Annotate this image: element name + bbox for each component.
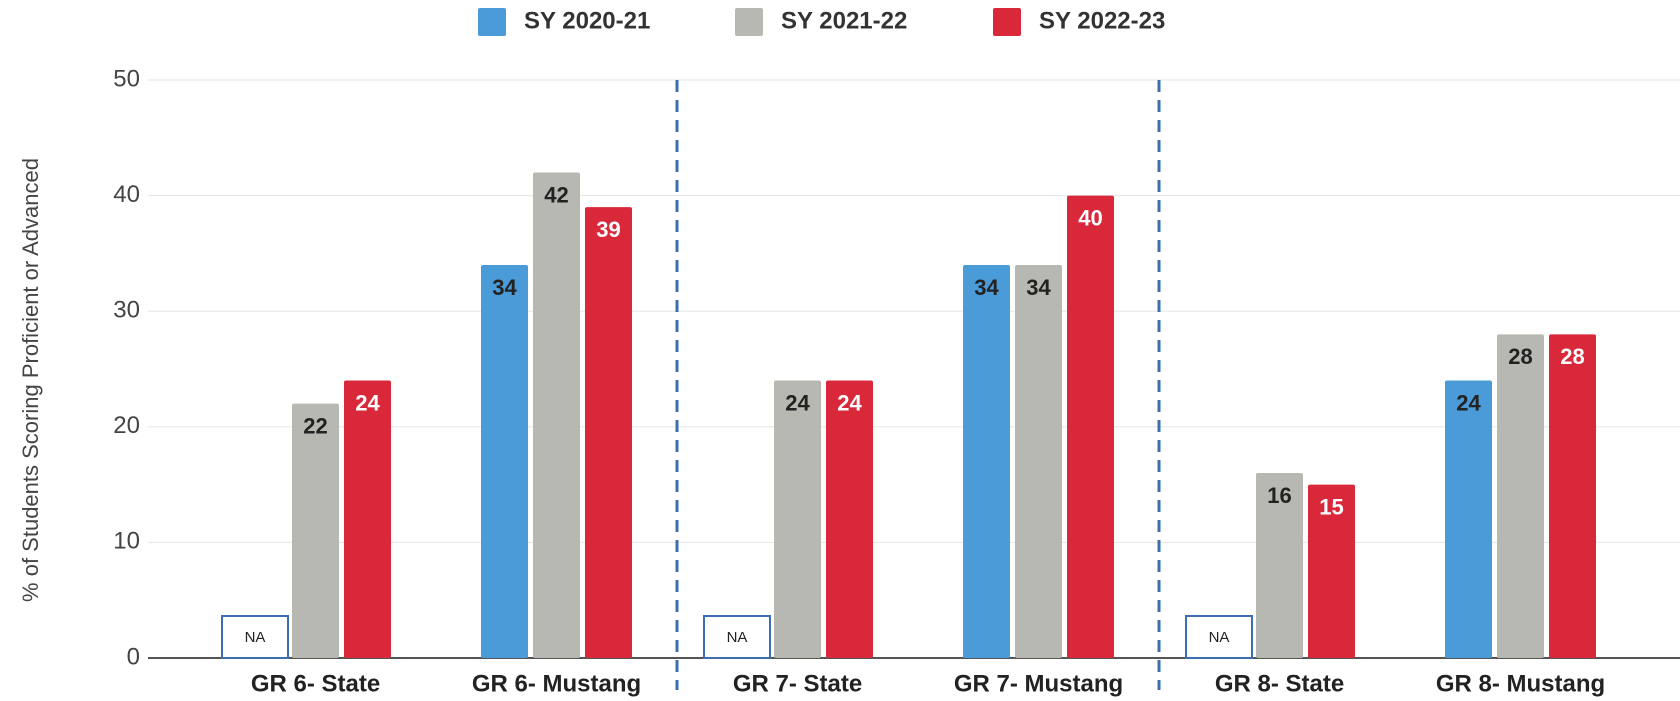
data-label: 34 [492, 275, 517, 300]
bar [1256, 473, 1303, 658]
y-tick-label: 30 [113, 297, 140, 324]
x-tick-label: GR 7- State [733, 670, 862, 697]
data-label: 34 [974, 275, 999, 300]
data-label: 28 [1560, 344, 1584, 369]
data-label: 40 [1078, 205, 1102, 230]
y-tick-label: 50 [113, 65, 140, 92]
data-label: 15 [1319, 494, 1343, 519]
bar [1497, 334, 1544, 658]
data-label: 39 [596, 217, 620, 242]
na-box [221, 615, 289, 659]
na-box [703, 615, 771, 659]
legend-label: SY 2020-21 [524, 7, 650, 34]
bar [585, 207, 632, 658]
bar [1549, 334, 1596, 658]
legend-swatch [993, 8, 1021, 36]
x-tick-label: GR 8- Mustang [1436, 670, 1605, 697]
legend-label: SY 2022-23 [1039, 7, 1165, 34]
na-box [1185, 615, 1253, 659]
bar [826, 380, 873, 658]
x-tick-label: GR 7- Mustang [954, 670, 1123, 697]
bar [1067, 195, 1114, 658]
na-label: NA [727, 629, 748, 646]
data-label: 24 [1456, 390, 1481, 415]
x-tick-label: GR 6- Mustang [472, 670, 641, 697]
bar [344, 380, 391, 658]
y-axis-label: % of Students Scoring Proficient or Adva… [18, 158, 43, 602]
data-label: 16 [1267, 483, 1291, 508]
legend-swatch [478, 8, 506, 36]
bar [292, 403, 339, 658]
bar [774, 380, 821, 658]
legend-label: SY 2021-22 [781, 7, 907, 34]
bar [963, 264, 1010, 658]
data-label: 42 [544, 182, 568, 207]
y-tick-label: 0 [127, 643, 140, 670]
data-label: 24 [785, 390, 810, 415]
data-label: 24 [837, 390, 862, 415]
bar [533, 172, 580, 659]
x-tick-label: GR 8- State [1215, 670, 1344, 697]
data-label: 22 [303, 413, 327, 438]
y-tick-label: 20 [113, 412, 140, 439]
data-label: 24 [355, 390, 380, 415]
x-tick-label: GR 6- State [251, 670, 380, 697]
y-tick-label: 40 [113, 181, 140, 208]
na-label: NA [245, 629, 266, 646]
y-tick-label: 10 [113, 528, 140, 555]
bar [1308, 484, 1355, 658]
bar [481, 264, 528, 658]
na-label: NA [1209, 629, 1230, 646]
bar [1445, 380, 1492, 658]
legend-swatch [735, 8, 763, 36]
data-label: 28 [1508, 344, 1532, 369]
bar [1015, 264, 1062, 658]
data-label: 34 [1026, 275, 1051, 300]
